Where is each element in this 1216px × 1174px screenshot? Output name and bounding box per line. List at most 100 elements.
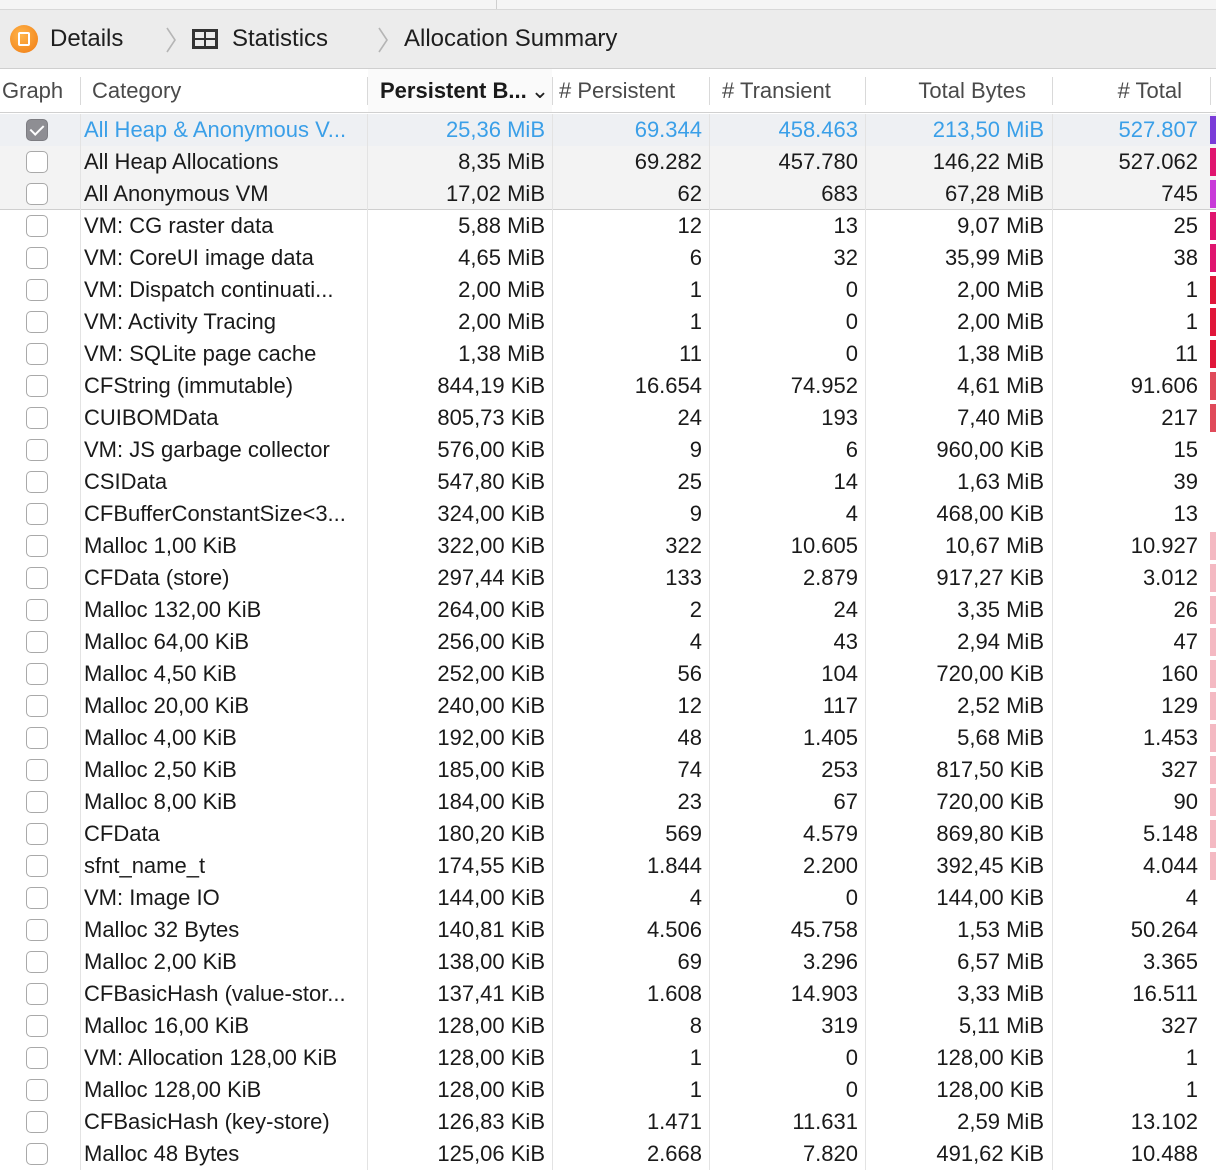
graph-checkbox[interactable] <box>26 983 48 1005</box>
column-divider[interactable] <box>709 77 710 105</box>
column-divider[interactable] <box>552 77 553 105</box>
graph-checkbox[interactable] <box>26 311 48 333</box>
table-row[interactable]: Malloc 8,00 KiB 184,00 KiB 23 67 720,00 KiB 9… <box>0 786 1216 818</box>
graph-checkbox[interactable] <box>26 471 48 493</box>
table-row[interactable]: Malloc 20,00 KiB 240,00 KiB 12 117 2,52 MiB 1… <box>0 690 1216 722</box>
graph-checkbox[interactable] <box>26 119 48 141</box>
table-row[interactable]: VM: JS garbage collector 576,00 KiB 9 6 960,… <box>0 434 1216 466</box>
table-row[interactable]: VM: Dispatch continuati... 2,00 MiB 1 0 2,00… <box>0 274 1216 306</box>
column-divider[interactable] <box>80 77 81 105</box>
column-divider-line <box>367 370 368 402</box>
graph-checkbox[interactable] <box>26 951 48 973</box>
column-header-graph[interactable]: Graph <box>2 78 64 103</box>
graph-checkbox[interactable] <box>26 215 48 237</box>
table-row[interactable]: Malloc 16,00 KiB 128,00 KiB 8 319 5,11 MiB 32… <box>0 1010 1216 1042</box>
graph-checkbox[interactable] <box>26 247 48 269</box>
column-divider[interactable] <box>1052 77 1053 105</box>
graph-checkbox[interactable] <box>26 183 48 205</box>
table-row[interactable]: All Heap Allocations 8,35 MiB 69.282 457.78… <box>0 146 1216 178</box>
column-header-total-bytes[interactable]: Total Bytes <box>918 78 1026 103</box>
graph-checkbox[interactable] <box>26 727 48 749</box>
table-row[interactable]: CFBasicHash (value-stor... 137,41 KiB 1.60… <box>0 978 1216 1010</box>
column-divider[interactable] <box>367 77 368 105</box>
cell-persistent: 2 <box>689 597 702 622</box>
cell-transient: 117 <box>822 693 858 718</box>
table-row[interactable]: All Heap & Anonymous V... 25,36 MiB 69.344… <box>0 114 1216 146</box>
column-header-total[interactable]: # Total <box>1117 78 1182 103</box>
graph-checkbox[interactable] <box>26 1047 48 1069</box>
column-divider[interactable] <box>865 77 866 105</box>
column-divider-line <box>80 114 81 146</box>
graph-checkbox[interactable] <box>26 855 48 877</box>
graph-checkbox[interactable] <box>26 567 48 589</box>
column-header-transient[interactable]: # Transient <box>722 78 831 103</box>
table-row[interactable]: VM: CG raster data 5,88 MiB 12 13 9,07 MiB 25 <box>0 210 1216 242</box>
graph-checkbox[interactable] <box>26 1015 48 1037</box>
graph-checkbox[interactable] <box>26 503 48 525</box>
column-header-category[interactable]: Category <box>92 78 182 103</box>
graph-checkbox[interactable] <box>26 1079 48 1101</box>
table-row[interactable]: CFBasicHash (key-store) 126,83 KiB 1.471 11… <box>0 1106 1216 1138</box>
graph-checkbox[interactable] <box>26 759 48 781</box>
table-row[interactable]: Malloc 4,00 KiB 192,00 KiB 48 1.405 5,68 MiB… <box>0 722 1216 754</box>
table-row[interactable]: Malloc 2,50 KiB 185,00 KiB 74 253 817,50 KiB… <box>0 754 1216 786</box>
column-header-persistent[interactable]: # Persistent <box>559 78 676 103</box>
column-divider-line <box>367 498 368 530</box>
cell-category: VM: SQLite page cache <box>84 341 317 366</box>
graph-checkbox[interactable] <box>26 1143 48 1165</box>
table-row[interactable]: Malloc 64,00 KiB 256,00 KiB 4 43 2,94 MiB 47 <box>0 626 1216 658</box>
table-row[interactable]: Malloc 132,00 KiB 264,00 KiB 2 24 3,35 MiB 26 <box>0 594 1216 626</box>
graph-checkbox[interactable] <box>26 375 48 397</box>
table-row[interactable]: CUIBOMData 805,73 KiB 24 193 7,40 MiB 217 <box>0 402 1216 434</box>
graph-checkbox[interactable] <box>26 663 48 685</box>
column-header-persistent-bytes[interactable]: Persistent B... ⌄ <box>368 69 552 112</box>
table-row[interactable]: VM: Activity Tracing 2,00 MiB 1 0 2,00 MiB 1 <box>0 306 1216 338</box>
graph-checkbox[interactable] <box>26 631 48 653</box>
breadcrumb-item-details[interactable]: Details <box>10 10 123 68</box>
breadcrumb-item-statistics[interactable]: Statistics <box>192 10 328 68</box>
column-divider-line <box>367 1138 368 1170</box>
cell-persistent-bytes: 128,00 KiB <box>437 1013 545 1038</box>
table-row[interactable]: VM: Image IO 144,00 KiB 4 0 144,00 KiB 4 <box>0 882 1216 914</box>
column-divider[interactable] <box>1210 77 1211 105</box>
table-row[interactable]: Malloc 4,50 KiB 252,00 KiB 56 104 720,00 KiB… <box>0 658 1216 690</box>
table-row[interactable]: Malloc 1,00 KiB 322,00 KiB 322 10.605 10,67 … <box>0 530 1216 562</box>
graph-checkbox[interactable] <box>26 823 48 845</box>
graph-color-swatch <box>1210 628 1216 656</box>
graph-checkbox[interactable] <box>26 1111 48 1133</box>
graph-checkbox[interactable] <box>26 151 48 173</box>
graph-checkbox[interactable] <box>26 407 48 429</box>
table-row[interactable]: Malloc 32 Bytes 140,81 KiB 4.506 45.758 1,53… <box>0 914 1216 946</box>
graph-checkbox[interactable] <box>26 887 48 909</box>
table-row[interactable]: CFString (immutable) 844,19 KiB 16.654 74.9… <box>0 370 1216 402</box>
graph-checkbox[interactable] <box>26 599 48 621</box>
graph-checkbox[interactable] <box>26 439 48 461</box>
table-row[interactable]: VM: SQLite page cache 1,38 MiB 11 0 1,38 MiB… <box>0 338 1216 370</box>
column-divider-line <box>709 178 710 210</box>
graph-checkbox[interactable] <box>26 279 48 301</box>
table-row[interactable]: CFBufferConstantSize<3... 324,00 KiB 9 4 468… <box>0 498 1216 530</box>
table-row[interactable]: Malloc 128,00 KiB 128,00 KiB 1 0 128,00 KiB 1 <box>0 1074 1216 1106</box>
graph-checkbox[interactable] <box>26 695 48 717</box>
graph-checkbox[interactable] <box>26 919 48 941</box>
cell-transient: 0 <box>845 277 858 302</box>
breadcrumb-item-allocation-summary[interactable]: Allocation Summary <box>404 10 617 68</box>
table-row[interactable]: Malloc 48 Bytes 125,06 KiB 2.668 7.820 491,6… <box>0 1138 1216 1170</box>
table-row[interactable]: Malloc 2,00 KiB 138,00 KiB 69 3.296 6,57 MiB… <box>0 946 1216 978</box>
table-row[interactable]: VM: Allocation 128,00 KiB 128,00 KiB 1 0 128… <box>0 1042 1216 1074</box>
graph-checkbox[interactable] <box>26 343 48 365</box>
table-row[interactable]: sfnt_name_t 174,55 KiB 1.844 2.200 392,45 Ki… <box>0 850 1216 882</box>
column-divider-line <box>865 818 866 850</box>
graph-checkbox[interactable] <box>26 791 48 813</box>
table-row[interactable]: CFData (store) 297,44 KiB 133 2.879 917,27 K… <box>0 562 1216 594</box>
column-divider-line <box>1052 626 1053 658</box>
table-row[interactable]: All Anonymous VM 17,02 MiB 62 683 67,28 MiB 7… <box>0 178 1216 210</box>
cell-total: 50.264 <box>1130 917 1198 942</box>
table-row[interactable]: CSIData 547,80 KiB 25 14 1,63 MiB 39 <box>0 466 1216 498</box>
column-divider-line <box>367 594 368 626</box>
table-row[interactable]: VM: CoreUI image data 4,65 MiB 6 32 35,99 Mi… <box>0 242 1216 274</box>
cell-total-bytes: 869,80 KiB <box>936 821 1044 846</box>
table-row[interactable]: CFData 180,20 KiB 569 4.579 869,80 KiB 5.148 <box>0 818 1216 850</box>
chevron-right-icon <box>166 27 176 53</box>
graph-checkbox[interactable] <box>26 535 48 557</box>
